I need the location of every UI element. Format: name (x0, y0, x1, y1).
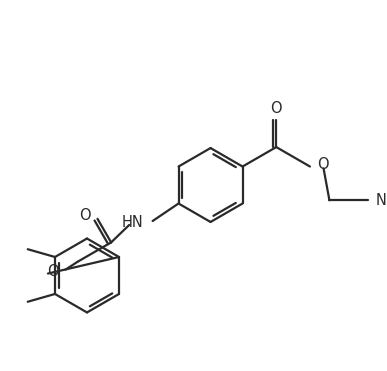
Text: O: O (317, 157, 329, 172)
Text: HN: HN (121, 216, 143, 230)
Text: O: O (79, 209, 91, 223)
Text: O: O (47, 264, 59, 279)
Text: O: O (271, 101, 282, 116)
Text: N: N (375, 193, 386, 208)
